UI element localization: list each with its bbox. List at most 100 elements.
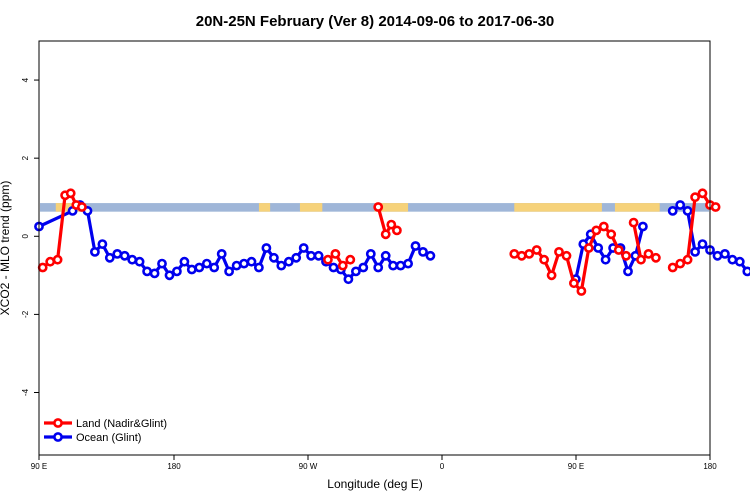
data-point <box>112 248 123 259</box>
y-tick-label: 2 <box>21 155 30 160</box>
data-point <box>216 248 227 259</box>
data-point <box>90 246 100 257</box>
data-point <box>667 205 678 216</box>
y-tick-label: -4 <box>21 388 30 396</box>
x-tick-label: 0 <box>440 462 445 471</box>
legend-marker <box>53 432 63 442</box>
land-band-segment <box>55 203 81 212</box>
data-point <box>690 246 700 257</box>
series-ocean <box>34 200 750 285</box>
data-point <box>291 252 302 263</box>
data-point <box>209 262 220 273</box>
legend: Land (Nadir&Glint) Ocean (Glint) <box>44 418 167 444</box>
data-point <box>569 278 579 289</box>
data-point <box>623 266 633 277</box>
data-point <box>583 243 594 253</box>
data-point <box>425 250 436 261</box>
data-point <box>509 248 520 259</box>
data-point <box>591 225 602 236</box>
x-tick-label: 90 E <box>31 462 47 471</box>
data-point <box>697 239 708 249</box>
legend-marker <box>53 418 63 428</box>
land-band-segment <box>614 203 660 212</box>
data-point <box>37 262 48 273</box>
data-point <box>690 192 700 203</box>
data-point <box>516 250 527 261</box>
legend-label: Ocean (Glint) <box>76 432 141 444</box>
data-point <box>373 262 384 273</box>
x-tick-label: 180 <box>167 462 181 471</box>
data-point <box>418 246 428 257</box>
data-point <box>395 260 406 271</box>
plot-area <box>34 40 750 456</box>
data-point <box>742 266 750 277</box>
data-point <box>600 254 611 265</box>
y-tick-label: 4 <box>21 77 30 82</box>
data-point <box>598 221 609 232</box>
data-point <box>268 252 279 263</box>
data-point <box>77 202 87 212</box>
data-point <box>358 262 369 273</box>
data-point <box>667 262 678 273</box>
data-point <box>682 254 693 265</box>
data-point <box>643 248 654 259</box>
data-point <box>651 252 661 263</box>
plot-frame <box>38 40 711 456</box>
data-point <box>380 229 391 240</box>
data-point <box>546 270 557 281</box>
data-point <box>675 258 686 269</box>
y-tick-label: 0 <box>21 234 30 239</box>
data-point <box>720 248 730 259</box>
data-point <box>345 254 356 265</box>
series-line <box>574 226 645 280</box>
data-point <box>127 254 138 265</box>
legend-item: Land (Nadir&Glint) <box>44 418 167 430</box>
data-point <box>628 217 639 228</box>
data-point <box>403 258 413 269</box>
data-point <box>350 266 361 277</box>
data-point <box>231 260 242 271</box>
data-point <box>727 254 738 265</box>
data-point <box>171 266 182 277</box>
data-point <box>157 258 167 269</box>
data-point <box>239 258 249 269</box>
y-axis: -4 -2 0 2 4 <box>21 77 39 396</box>
data-point <box>276 260 287 271</box>
data-point <box>613 245 624 255</box>
data-point <box>638 221 648 232</box>
data-point <box>734 256 745 267</box>
data-point <box>539 254 549 265</box>
data-point <box>697 188 708 199</box>
land-band-segment <box>514 203 602 212</box>
data-point <box>531 245 542 255</box>
data-point <box>365 248 376 259</box>
data-point <box>246 256 257 267</box>
data-point <box>328 262 339 273</box>
data-point <box>621 250 631 261</box>
chart-title: 20N-25N February (Ver 8) 2014-09-06 to 2… <box>196 13 555 30</box>
data-point <box>712 250 723 261</box>
data-point <box>194 262 205 273</box>
land-band-segment <box>258 203 271 212</box>
data-point <box>283 256 294 267</box>
data-point <box>65 188 76 199</box>
data-point <box>224 266 234 277</box>
data-point <box>675 200 686 210</box>
data-point <box>119 250 130 261</box>
data-point <box>45 256 56 267</box>
x-axis-label: Longitude (deg E) <box>327 477 422 491</box>
data-point <box>253 262 264 273</box>
legend-label: Land (Nadir&Glint) <box>76 418 167 430</box>
legend-item: Ocean (Glint) <box>44 432 141 444</box>
data-point <box>134 256 145 267</box>
data-point <box>373 202 384 212</box>
data-point <box>636 254 646 265</box>
data-point <box>593 243 604 253</box>
data-point <box>306 250 316 261</box>
x-tick-label: 90 E <box>568 462 584 471</box>
data-point <box>179 256 190 267</box>
data-point <box>313 250 324 261</box>
y-tick-label: -2 <box>21 310 30 318</box>
data-point <box>322 254 333 265</box>
